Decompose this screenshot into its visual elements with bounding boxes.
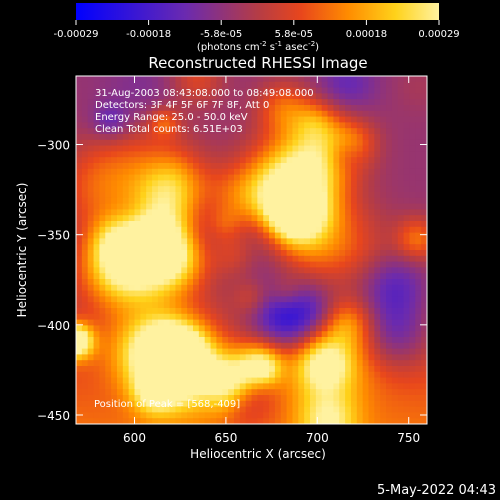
info-line: 31-Aug-2003 08:43:08.000 to 08:49:08.000 (95, 88, 314, 99)
y-tick-label: −300 (37, 139, 70, 153)
colorbar-tick-label: 0.00018 (346, 29, 387, 40)
observation-info: 31-Aug-2003 08:43:08.000 to 08:49:08.000… (95, 88, 314, 135)
colorbar-gradient (76, 3, 439, 20)
y-tick-label: −400 (37, 319, 70, 333)
colorbar-tick-label: -0.00018 (126, 29, 171, 40)
info-line: Energy Range: 25.0 - 50.0 keV (95, 112, 248, 123)
x-axis: 600 650 700 750 (123, 76, 420, 445)
chart-title: Reconstructed RHESSI Image (148, 54, 367, 72)
colorbar-ticks (75, 20, 440, 25)
plot-frame (75, 75, 428, 425)
y-axis: −300 −350 −400 −450 (37, 139, 427, 423)
colorbar-tick-label: -0.00029 (54, 29, 99, 40)
info-line: Detectors: 3F 4F 5F 6F 7F 8F, Att 0 (95, 100, 269, 111)
x-tick-label: 750 (397, 431, 420, 445)
colorbar-tick-label: -5.8e-05 (200, 29, 242, 40)
y-tick-label: −450 (37, 409, 70, 423)
x-tick-label: 600 (123, 431, 146, 445)
info-line: Clean Total counts: 6.51E+03 (95, 124, 243, 135)
x-axis-label: Heliocentric X (arcsec) (190, 447, 326, 461)
colorbar-tick-label: 0.00029 (418, 29, 459, 40)
colorbar-tick-labels: -0.00029 -0.00018 -5.8e-05 5.8e-05 0.00018 0.… (54, 29, 460, 40)
heatmap-image (76, 76, 427, 424)
x-tick-label: 700 (306, 431, 329, 445)
x-tick-label: 650 (214, 431, 237, 445)
y-axis-label: Heliocentric Y (arcsec) (15, 183, 29, 318)
colorbar-tick-label: 5.8e-05 (275, 29, 313, 40)
timestamp: 5-May-2022 04:43 (377, 483, 496, 498)
colorbar-units: (photons cm-2 s-1 asec-2) (197, 40, 319, 53)
peak-position-text: Position of Peak = [568,-409] (94, 399, 240, 410)
y-tick-label: −350 (37, 229, 70, 243)
